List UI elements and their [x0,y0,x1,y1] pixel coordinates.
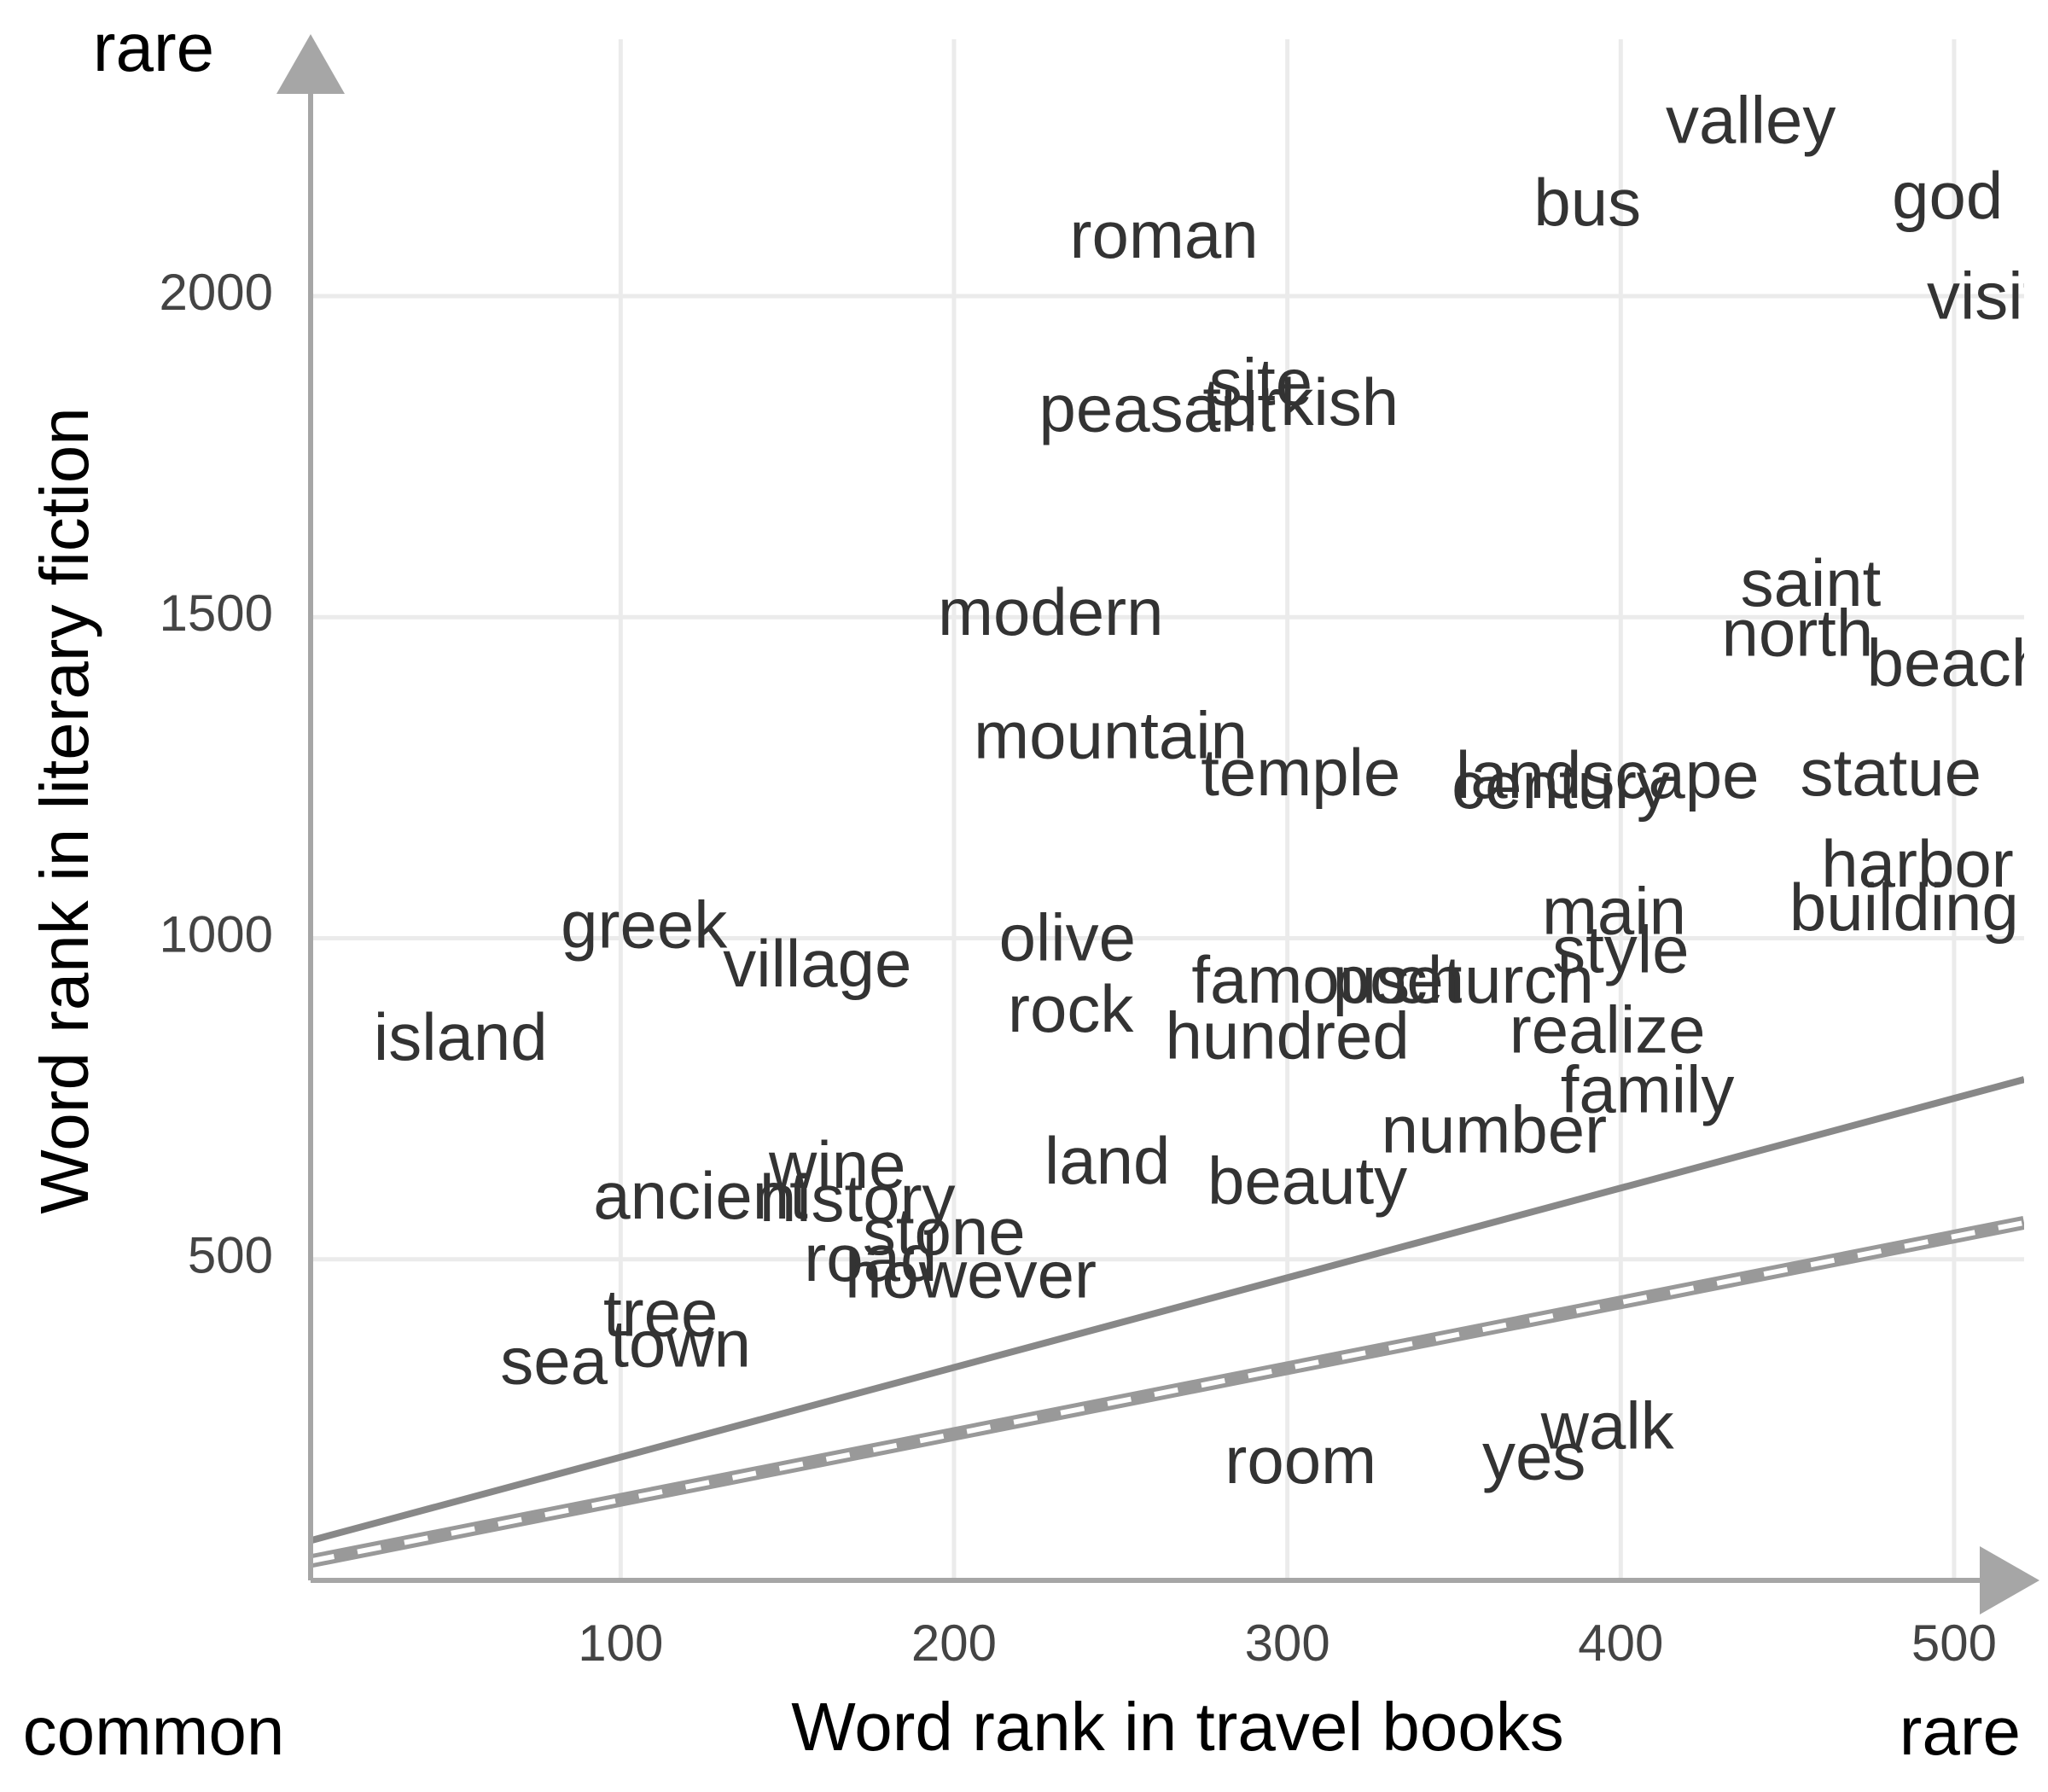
y-rare-annotation: rare [93,9,214,85]
word-label: harbor [1821,826,2013,901]
word-label: land [1044,1123,1170,1198]
word-label: sea [500,1323,608,1398]
word-label: saint [1741,545,1882,620]
y-tick-label: 1000 [160,905,273,963]
word-label: walk [1540,1388,1675,1463]
word-label: mountain [974,697,1248,772]
y-tick-label: 1500 [160,585,273,642]
word-label: town [610,1306,751,1382]
word-label: turkish [1202,364,1399,439]
grid [311,39,2024,1580]
word-label: poet [1333,942,1463,1017]
word-label: north [1721,596,1873,671]
x-tick-label: 300 [1245,1615,1330,1672]
word-label: visit [1927,259,2042,334]
word-label: wine [768,1127,905,1202]
word-label: village [723,926,911,1001]
x-tick-label: 100 [578,1615,663,1672]
word-label: room [1225,1423,1376,1498]
word-labels: valley bus god roman visit siteturkishpeasant… [374,82,2048,1498]
word-label: bus [1533,165,1641,240]
y-axis-title: Word rank in literary fiction [26,407,102,1214]
x-rare-annotation: rare [1900,1693,2021,1769]
axes [276,34,2039,1615]
word-label: beach [1867,625,2048,700]
x-arrow [1980,1546,2039,1615]
y-arrow [276,34,345,94]
word-label: roman [1070,197,1259,272]
y-tick-label: 500 [188,1227,273,1284]
word-label: hundred [1166,998,1410,1073]
word-label: yes [1482,1418,1585,1493]
x-tick-label: 400 [1578,1615,1663,1672]
word-label: greek [561,887,728,962]
x-axis-title: Word rank in travel books [791,1689,1564,1765]
word-label: modern [938,574,1163,649]
word-label: tree [603,1276,718,1351]
word-label: road [804,1220,937,1295]
word-label: stone [863,1194,1026,1269]
x-tick-label: 200 [911,1615,997,1672]
fit-lines [311,1076,2024,1568]
word-label: church [1394,942,1594,1017]
word-label: landscape [1456,737,1760,812]
word-label: olive [999,899,1136,975]
word-label: style [1552,912,1689,987]
word-label: statue [1800,735,1981,810]
word-label: ancient [593,1158,808,1233]
word-label: building [1789,870,2019,945]
fit-line [311,1076,2024,1545]
word-label: family [1561,1052,1735,1127]
word-label: main [1542,874,1686,949]
word-label: century [1452,748,1670,823]
word-label: peasant [1039,370,1276,445]
word-label: temple [1201,735,1400,810]
word-label: beauty [1207,1143,1407,1219]
x-tick-label: 500 [1911,1615,1997,1672]
word-label: site [1209,344,1312,419]
word-label: valley [1666,82,1836,157]
word-label: god [1892,158,2003,233]
word-label: realize [1510,992,1706,1068]
y-tick-label: 2000 [160,264,273,321]
fit-line-dash [311,1219,2024,1564]
word-label: famous [1191,942,1410,1017]
word-label: however [845,1236,1097,1312]
word-label: history [759,1161,956,1236]
x-common-annotation: common [23,1693,285,1769]
word-label: rock [1008,971,1134,1046]
word-label: number [1382,1091,1607,1167]
word-label: island [374,999,548,1074]
